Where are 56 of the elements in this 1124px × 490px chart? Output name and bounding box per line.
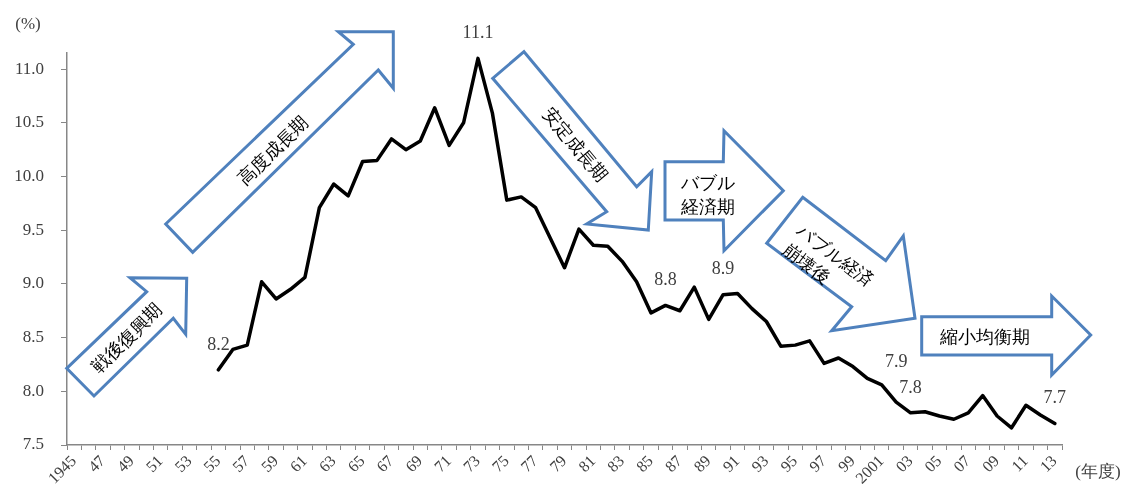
y-tick-label: 11.0 xyxy=(14,58,44,78)
x-tick-label: 71 xyxy=(430,451,455,476)
data-label: 11.1 xyxy=(462,22,494,43)
x-tick-label: 89 xyxy=(690,451,714,476)
x-tick-label: 87 xyxy=(661,451,685,476)
x-tick-label: 49 xyxy=(113,451,137,476)
annotation: バブル経済崩壊後 xyxy=(776,218,879,293)
x-tick-label: 93 xyxy=(748,451,772,476)
annotation: 戦後復興期 xyxy=(86,297,167,379)
x-tick-label: 99 xyxy=(834,451,858,476)
x-tick-label: 07 xyxy=(950,451,974,476)
x-tick-label: 69 xyxy=(402,451,426,476)
data-label: 8.8 xyxy=(654,269,677,290)
x-tick-label: 53 xyxy=(171,451,195,476)
x-tick-label: 83 xyxy=(603,451,628,476)
x-tick-label: 63 xyxy=(315,451,339,476)
annotation: 縮小均衡期 xyxy=(940,324,1030,349)
annotation: バブル経済期 xyxy=(680,170,737,219)
x-tick-label: 51 xyxy=(142,451,166,476)
x-tick-label: 75 xyxy=(488,451,512,476)
x-tick-label: 91 xyxy=(719,451,743,476)
x-tick-label: 97 xyxy=(805,451,830,476)
x-tick-label: 65 xyxy=(344,451,368,476)
x-tick-label: 57 xyxy=(229,451,253,476)
x-tick-label: 77 xyxy=(517,451,541,476)
x-tick-label: 85 xyxy=(632,451,657,476)
data-label: 7.9 xyxy=(884,350,908,371)
annotation: 安定成長期 xyxy=(537,102,614,188)
x-tick-label: 55 xyxy=(200,451,224,476)
x-tick-label: 05 xyxy=(921,451,945,476)
data-label: 7.8 xyxy=(899,376,922,397)
y-tick-label: 10.0 xyxy=(14,165,44,185)
data-label: 8.2 xyxy=(207,333,230,354)
y-tick-label: 8.5 xyxy=(22,327,44,347)
x-tick-label: 11 xyxy=(1008,451,1032,475)
x-tick-label: 47 xyxy=(84,451,109,476)
x-tick-label: 73 xyxy=(459,451,484,476)
x-axis-title: (年度) xyxy=(1075,462,1121,482)
y-axis-title: (%) xyxy=(15,14,41,34)
y-tick-label: 7.5 xyxy=(22,434,44,454)
y-tick-label: 10.5 xyxy=(14,112,44,132)
x-tick-label: 95 xyxy=(776,451,801,476)
x-tick-label: 09 xyxy=(978,451,1003,476)
x-tick-label: 59 xyxy=(257,451,282,476)
x-tick-label: 67 xyxy=(373,451,397,476)
y-tick-label: 8.0 xyxy=(22,380,44,400)
annotation: 高度成長期 xyxy=(232,111,314,191)
y-tick-label: 9.0 xyxy=(22,273,44,293)
x-tick-label: 81 xyxy=(575,451,599,476)
y-tick-label: 9.5 xyxy=(22,219,44,239)
x-tick-label: 03 xyxy=(892,451,916,476)
x-tick-label: 13 xyxy=(1036,451,1060,476)
x-tick-label: 61 xyxy=(286,451,311,476)
x-tick-label: 79 xyxy=(546,451,570,476)
data-label: 8.9 xyxy=(711,258,735,279)
data-label: 7.7 xyxy=(1043,387,1067,408)
